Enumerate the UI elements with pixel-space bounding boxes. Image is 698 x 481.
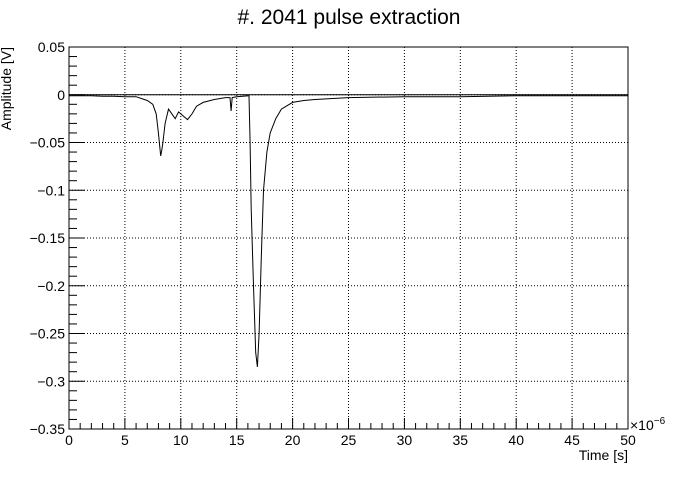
y-tick-label: −0.35: [30, 421, 66, 437]
plot-frame: [68, 46, 629, 430]
y-tick-label: 0: [57, 87, 65, 103]
y-axis-label: Amplitude [V]: [0, 47, 14, 130]
x-tick-labels: 0 5 10 15 20 25 30 35 40 45 50: [65, 432, 636, 448]
y-tick-label: −0.15: [30, 230, 66, 246]
x-tick-label: 50: [620, 432, 636, 448]
x-multiplier: ×10−6: [630, 416, 666, 433]
y-tick-label: −0.1: [37, 182, 65, 198]
waveform-line: [69, 95, 628, 367]
chart-title: #. 2041 pulse extraction: [238, 6, 461, 29]
y-tick-label: −0.3: [37, 373, 65, 389]
x-tick-label: 35: [453, 432, 469, 448]
x-tick-label: 30: [397, 432, 413, 448]
x-tick-label: 25: [341, 432, 357, 448]
x-tick-label: 40: [508, 432, 524, 448]
y-tick-labels: 0.05 0 −0.05 −0.1 −0.15 −0.2 −0.25 −0.3 −0.35: [30, 39, 66, 437]
x-axis-label: Time [s]: [579, 447, 628, 463]
x-tick-label: 15: [229, 432, 245, 448]
x-tick-label: 0: [65, 432, 73, 448]
x-tick-label: 45: [564, 432, 580, 448]
x-tick-label: 20: [285, 432, 301, 448]
y-tick-label: −0.05: [30, 135, 66, 151]
x-tick-label: 5: [121, 432, 129, 448]
grid: [69, 47, 628, 429]
y-tick-label: −0.25: [30, 326, 66, 342]
y-tick-label: −0.2: [37, 278, 65, 294]
x-tick-label: 10: [173, 432, 189, 448]
y-tick-label: 0.05: [38, 39, 65, 55]
